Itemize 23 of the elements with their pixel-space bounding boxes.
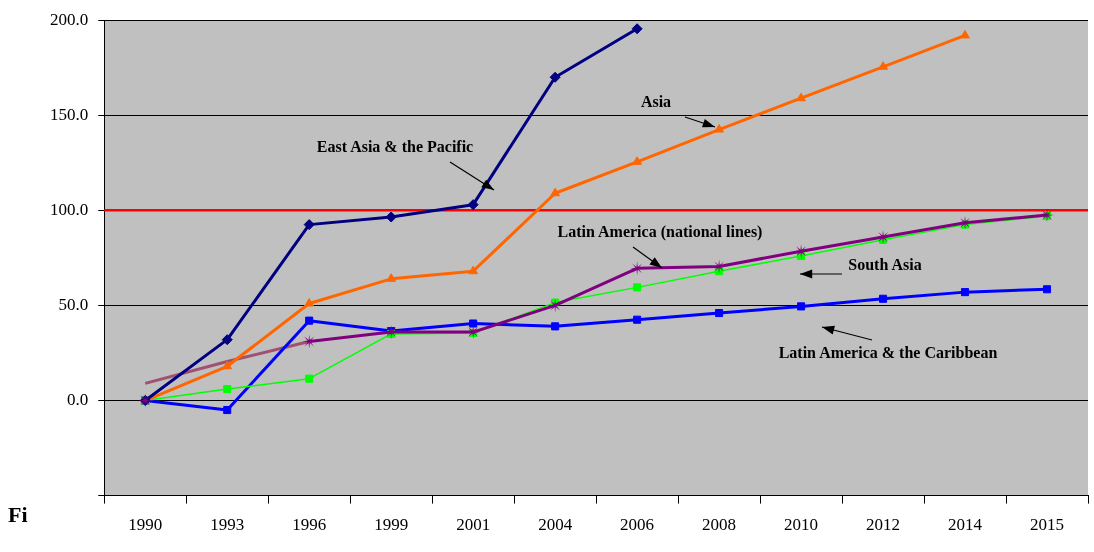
x-tick-label: 1993: [210, 515, 245, 535]
text: Fi: [8, 501, 28, 527]
x-tick-label: 2006: [620, 515, 655, 535]
x-tick-label: 2008: [702, 515, 737, 535]
x-tick-label: 2004: [538, 515, 573, 535]
x-tick-label: 1996: [292, 515, 327, 535]
y-tick-label: 50.0: [58, 294, 89, 314]
y-tick-label: 150.0: [50, 104, 89, 124]
series-label: Latin America (national lines): [557, 223, 763, 242]
x-tick-label: 2001: [456, 515, 491, 535]
x-tick-label: 1990: [128, 515, 163, 535]
y-tick-label: 200.0: [50, 9, 89, 29]
x-tick-label: 2012: [866, 515, 901, 535]
series-label: South Asia: [848, 256, 922, 274]
text: Asia: [640, 93, 672, 111]
x-tick-label: 2014: [948, 515, 983, 535]
y-tick-label: 100.0: [50, 199, 89, 219]
series-label: East Asia & the Pacific: [316, 138, 474, 156]
x-tick-label: 2015: [1030, 515, 1065, 535]
x-tick-label: 2010: [784, 515, 819, 535]
x-tick-label: 1999: [374, 515, 409, 535]
text: Latin America & the Caribbean: [778, 344, 998, 362]
y-tick-label: 0.0: [67, 389, 89, 409]
